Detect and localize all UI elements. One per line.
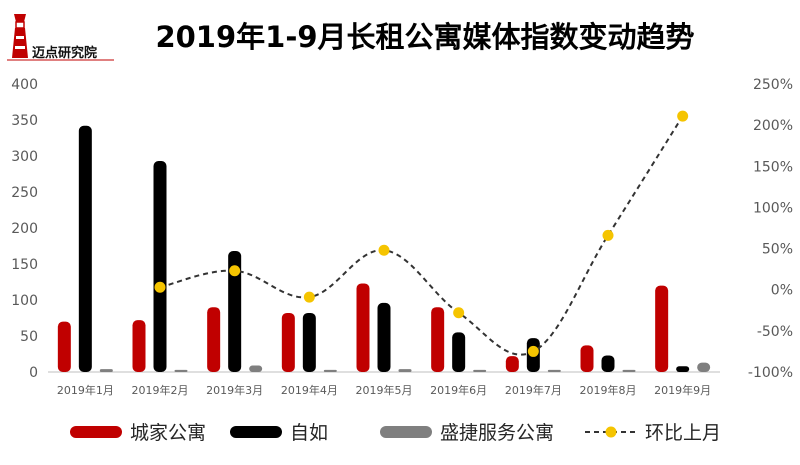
- legend-label: 自如: [290, 422, 328, 444]
- legend-label: 环比上月: [645, 422, 721, 444]
- legend-label: 盛捷服务公寓: [440, 422, 554, 444]
- bar-ziroom: [302, 312, 316, 372]
- trend-point: [602, 229, 614, 241]
- x-tick-label: 2019年2月: [132, 383, 189, 397]
- bar-shengjie: [99, 369, 113, 372]
- bar-chengjia: [132, 320, 146, 372]
- y-right-tick-label: 150%: [753, 159, 793, 175]
- x-tick-label: 2019年8月: [580, 383, 637, 397]
- brand-logo: 迈点研究院: [4, 8, 116, 70]
- bar-ziroom: [78, 125, 92, 372]
- bar-shengjie: [249, 365, 263, 372]
- trend-point: [453, 307, 465, 319]
- bar-shengjie: [473, 369, 487, 372]
- bar-chengjia: [655, 285, 669, 372]
- legend-label: 城家公寓: [130, 422, 206, 444]
- x-tick-label: 2019年4月: [281, 383, 338, 397]
- x-tick-label: 2019年1月: [57, 383, 114, 397]
- logo-text: 迈点研究院: [32, 46, 98, 61]
- y-left-tick-label: 200: [11, 221, 38, 237]
- bar-shengjie: [697, 362, 711, 372]
- bar-ziroom: [153, 161, 167, 372]
- bar-chengjia: [505, 356, 519, 372]
- bar-shengjie: [323, 369, 337, 372]
- bars: [57, 125, 711, 372]
- y-left-tick-label: 0: [29, 365, 38, 381]
- bar-shengjie: [174, 369, 188, 372]
- y-left-tick-label: 100: [11, 293, 38, 309]
- legend-swatch: [230, 426, 282, 438]
- y-left-tick-label: 300: [11, 149, 38, 165]
- legend-swatch: [380, 426, 432, 438]
- trend-line: [154, 110, 689, 357]
- y-right-tick-label: 200%: [753, 118, 793, 134]
- y-left-tick-label: 350: [11, 113, 38, 129]
- bar-chengjia: [57, 321, 71, 372]
- bar-chengjia: [356, 283, 370, 372]
- y-left-tick-label: 50: [20, 329, 38, 345]
- y-left-tick-label: 150: [11, 257, 38, 273]
- x-tick-label: 2019年3月: [206, 383, 263, 397]
- y-left-tick-label: 250: [11, 185, 38, 201]
- y-right-tick-label: 0%: [771, 283, 793, 299]
- lighthouse-icon: [7, 14, 114, 61]
- x-tick-label: 2019年6月: [430, 383, 487, 397]
- bar-shengjie: [622, 369, 636, 372]
- x-tick-label: 2019年9月: [654, 383, 711, 397]
- y-right-tick-label: 100%: [753, 200, 793, 216]
- bar-shengjie: [398, 369, 412, 372]
- bar-shengjie: [547, 369, 561, 372]
- bar-ziroom: [377, 302, 391, 372]
- trend-line-path: [159, 115, 684, 356]
- y-right-tick-label: 50%: [762, 242, 793, 258]
- legend-swatch: [70, 426, 122, 438]
- x-tick-label: 2019年5月: [356, 383, 413, 397]
- trend-point: [378, 244, 390, 256]
- chart-title: 2019年1-9月长租公寓媒体指数变动趋势: [155, 20, 695, 54]
- bar-ziroom: [228, 251, 242, 372]
- bar-chengjia: [580, 345, 594, 372]
- y-right-tick-label: -100%: [748, 365, 793, 381]
- y-right-tick-label: -50%: [757, 324, 793, 340]
- bar-chengjia: [431, 307, 445, 372]
- axes: 0 50 100 150 200 250 300 350 400 -100% -50% 0% 50% 10…: [11, 77, 793, 397]
- y-left-tick-label: 400: [11, 77, 38, 93]
- bar-chengjia: [281, 312, 295, 372]
- trend-point: [303, 291, 315, 303]
- bar-ziroom: [601, 355, 615, 372]
- trend-point: [677, 110, 689, 122]
- legend-point-swatch: [605, 426, 617, 438]
- legend: 城家公寓 自如 盛捷服务公寓 环比上月: [70, 422, 721, 444]
- trend-point: [229, 265, 241, 277]
- bar-ziroom: [676, 366, 690, 372]
- trend-point: [527, 345, 539, 357]
- trend-point: [154, 281, 166, 293]
- y-right-tick-label: 250%: [753, 77, 793, 93]
- bar-chengjia: [207, 307, 221, 372]
- x-tick-label: 2019年7月: [505, 383, 562, 397]
- bar-ziroom: [452, 332, 466, 372]
